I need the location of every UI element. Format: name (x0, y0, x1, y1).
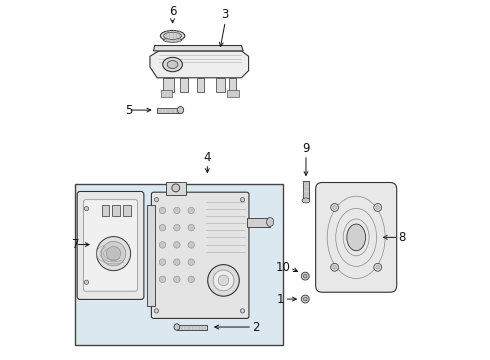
Ellipse shape (159, 207, 166, 214)
FancyBboxPatch shape (77, 192, 144, 300)
Ellipse shape (331, 203, 339, 211)
FancyBboxPatch shape (84, 200, 137, 291)
Ellipse shape (84, 280, 89, 284)
Polygon shape (153, 45, 243, 51)
Ellipse shape (172, 184, 180, 192)
Ellipse shape (174, 324, 180, 330)
Text: 8: 8 (398, 231, 406, 244)
Ellipse shape (374, 264, 382, 271)
Bar (247, 218, 270, 226)
Ellipse shape (173, 207, 180, 214)
Bar (216, 78, 225, 92)
Ellipse shape (173, 225, 180, 231)
FancyBboxPatch shape (316, 183, 397, 292)
Bar (177, 324, 207, 329)
Ellipse shape (173, 259, 180, 265)
Bar (112, 205, 120, 216)
Ellipse shape (188, 276, 195, 283)
Ellipse shape (218, 275, 229, 286)
Ellipse shape (84, 207, 89, 211)
Ellipse shape (267, 217, 274, 226)
Text: 1: 1 (277, 293, 285, 306)
Bar (229, 78, 236, 92)
Bar (147, 205, 155, 306)
Ellipse shape (167, 60, 178, 68)
FancyBboxPatch shape (74, 184, 283, 345)
Ellipse shape (159, 242, 166, 248)
Ellipse shape (331, 264, 339, 271)
Text: 6: 6 (169, 5, 176, 18)
Bar (161, 90, 172, 97)
Ellipse shape (240, 309, 245, 313)
Text: 10: 10 (275, 261, 290, 274)
FancyBboxPatch shape (151, 192, 249, 319)
Ellipse shape (301, 295, 309, 303)
Ellipse shape (188, 242, 195, 248)
Ellipse shape (154, 198, 159, 202)
Text: 7: 7 (72, 238, 79, 251)
Ellipse shape (101, 242, 126, 266)
Ellipse shape (106, 247, 121, 261)
Bar (163, 78, 174, 92)
Ellipse shape (302, 198, 310, 203)
Polygon shape (150, 51, 248, 78)
Ellipse shape (240, 198, 245, 202)
Ellipse shape (208, 265, 239, 296)
Ellipse shape (163, 57, 182, 72)
Ellipse shape (333, 266, 337, 269)
Text: 2: 2 (252, 320, 260, 333)
Bar (157, 108, 180, 113)
Text: 9: 9 (302, 142, 310, 155)
Bar (123, 205, 131, 216)
Ellipse shape (159, 225, 166, 231)
Ellipse shape (177, 107, 184, 114)
Ellipse shape (303, 297, 307, 301)
Ellipse shape (154, 309, 159, 313)
Text: 4: 4 (204, 151, 211, 164)
Bar (227, 90, 239, 97)
Bar (101, 205, 109, 216)
Ellipse shape (173, 276, 180, 283)
Ellipse shape (188, 259, 195, 265)
Ellipse shape (164, 32, 181, 40)
Text: 3: 3 (221, 9, 229, 22)
Ellipse shape (160, 31, 185, 41)
Ellipse shape (213, 270, 234, 291)
Ellipse shape (188, 225, 195, 231)
Ellipse shape (374, 203, 382, 211)
Ellipse shape (97, 237, 131, 271)
Ellipse shape (333, 206, 337, 209)
Ellipse shape (301, 272, 309, 280)
Bar (303, 181, 309, 201)
Ellipse shape (164, 38, 181, 42)
Ellipse shape (159, 259, 166, 265)
Ellipse shape (173, 242, 180, 248)
Ellipse shape (376, 266, 380, 269)
Text: 5: 5 (125, 104, 132, 117)
Ellipse shape (159, 276, 166, 283)
Ellipse shape (303, 274, 307, 278)
Ellipse shape (188, 207, 195, 214)
Ellipse shape (347, 224, 366, 251)
Ellipse shape (376, 206, 380, 209)
Bar (180, 78, 188, 92)
Bar (196, 78, 204, 92)
Bar (166, 182, 186, 195)
